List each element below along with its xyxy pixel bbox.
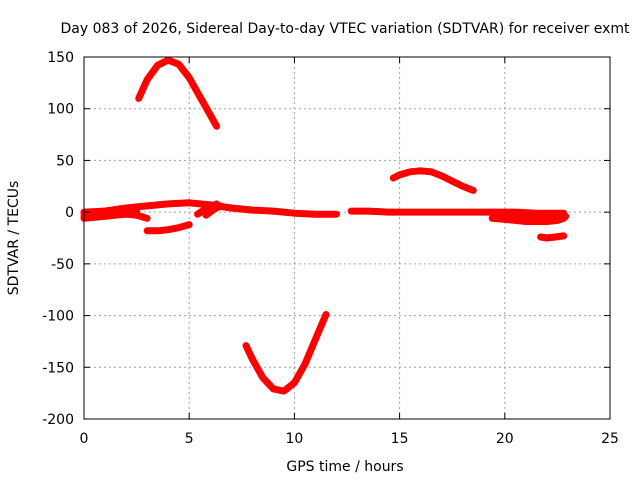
series-arc-rise-high <box>135 56 221 130</box>
x-tick-label: 25 <box>601 431 619 447</box>
grid <box>84 57 610 419</box>
series-arc-late-3 <box>537 232 568 242</box>
series-arc-loop-2 <box>202 202 225 219</box>
axis-ticks <box>83 56 611 420</box>
series-arc-loop-1 <box>194 200 221 218</box>
x-tick-label: 5 <box>185 431 194 447</box>
x-tick-label: 0 <box>80 431 89 447</box>
x-tick-label: 10 <box>285 431 303 447</box>
x-axis-label: GPS time / hours <box>286 459 403 475</box>
y-tick-label: 50 <box>56 153 74 169</box>
y-tick-label: 0 <box>65 205 74 221</box>
series-arc-late-1 <box>488 214 568 225</box>
y-tick-label: -100 <box>42 309 74 325</box>
plot-frame <box>83 56 611 420</box>
y-tick-label: 150 <box>47 50 74 66</box>
y-tick-label: -200 <box>42 412 74 428</box>
y-axis-label: SDTVAR / TECUs <box>6 181 22 296</box>
series-arc-neg-small <box>143 221 193 235</box>
y-tick-label: -50 <box>51 257 74 273</box>
x-tick-label: 20 <box>496 431 514 447</box>
data-series-group <box>80 56 570 395</box>
y-tick-label: -150 <box>42 360 74 376</box>
series-arc-late-2 <box>497 209 570 220</box>
series-arc-early-3 <box>80 207 141 220</box>
tick-labels: 0 5 10 15 20 25 150 100 50 0 -50 -100 -150 -200 <box>42 50 619 447</box>
series-arc-dip-low <box>242 311 330 395</box>
series-arc-hump <box>389 167 477 194</box>
x-tick-label: 15 <box>391 431 409 447</box>
chart-title: Day 083 of 2026, Sidereal Day-to-day VTE… <box>61 21 631 37</box>
y-tick-label: 100 <box>47 102 74 118</box>
